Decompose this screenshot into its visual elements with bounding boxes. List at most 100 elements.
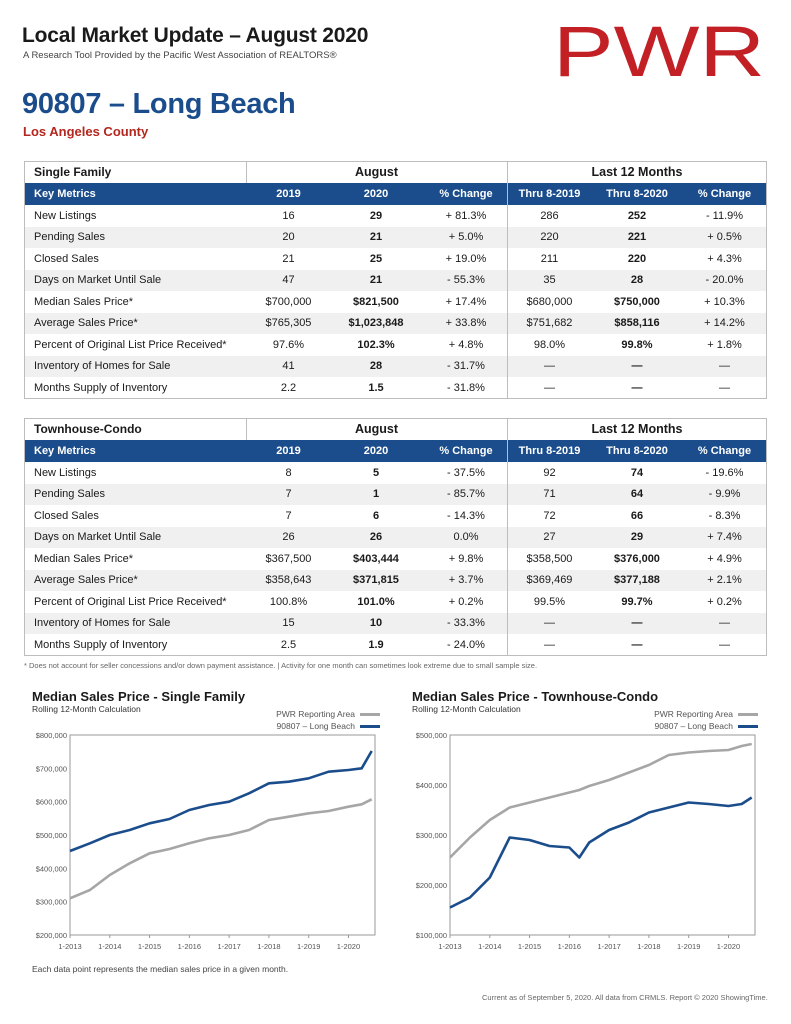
table-cell: - 55.3% — [447, 274, 485, 287]
table-cell: 16 — [282, 209, 295, 222]
table-cell: + 0.2% — [707, 595, 742, 608]
table-row: Months Supply of Inventory 2.2 1.5 - 31.8% —… — [24, 377, 767, 399]
group-last-12-months: Last 12 Months — [591, 422, 683, 436]
table-cell: 1.9 — [368, 638, 384, 651]
table-row: Average Sales Price* $358,643 $371,815 + 3.… — [24, 569, 767, 591]
table-cell: 28 — [369, 360, 383, 373]
column-header: Thru 8-2020 — [606, 188, 668, 200]
column-header: 2020 — [363, 188, 389, 200]
table-cell: Median Sales Price* — [34, 295, 134, 308]
table-divider — [246, 161, 247, 183]
table-cell: — — [631, 381, 643, 394]
legend-single-family: PWR Reporting Area 90807 – Long Beach — [230, 708, 380, 732]
table-cell: $1,023,848 — [348, 317, 404, 330]
table-cell: Percent of Original List Price Received* — [34, 338, 227, 351]
table-cell: — — [631, 360, 643, 373]
x-tick-label: 1-2017 — [597, 942, 620, 951]
x-tick-label: 1-2020 — [337, 942, 360, 951]
table-cell: Months Supply of Inventory — [34, 638, 168, 651]
table-cell: Inventory of Homes for Sale — [34, 360, 171, 373]
table-row: Median Sales Price* $700,000 $821,500 + 17.… — [24, 291, 767, 313]
table-cell: $376,000 — [614, 552, 660, 565]
table-row: Average Sales Price* $765,305 $1,023,848 + … — [24, 312, 767, 334]
table-cell: Median Sales Price* — [34, 552, 134, 565]
table-row: Percent of Original List Price Received*… — [24, 591, 767, 613]
table-cell: 100.8% — [269, 595, 308, 608]
table-cell: - 24.0% — [447, 638, 485, 651]
table-cell: 97.6% — [272, 338, 305, 351]
report-subtitle: A Research Tool Provided by the Pacific … — [23, 50, 337, 61]
each-point-note: Each data point represents the median sa… — [32, 964, 289, 974]
table-divider — [246, 418, 247, 440]
table-row: Days on Market Until Sale 47 21 - 55.3% 35 28… — [24, 269, 767, 291]
table-cell: — — [544, 381, 555, 394]
table-cell: - 31.8% — [447, 381, 485, 394]
table-cell: 102.3% — [357, 338, 395, 351]
column-header: 2019 — [276, 445, 301, 457]
table-cell: + 81.3% — [445, 209, 487, 222]
table-row: Closed Sales 7 6 - 14.3% 72 66 - 8.3% — [24, 505, 767, 527]
table-row: Months Supply of Inventory 2.5 1.9 - 24.0% —… — [24, 634, 767, 656]
y-tick-label: $600,000 — [36, 798, 67, 807]
table-cell: Days on Market Until Sale — [34, 274, 162, 287]
table-cell: — — [631, 638, 643, 651]
chart-title-townhouse-condo: Median Sales Price - Townhouse-Condo — [412, 689, 659, 704]
table-cell: 71 — [543, 488, 556, 501]
table-cell: 5 — [372, 466, 380, 479]
y-tick-label: $400,000 — [416, 781, 447, 790]
legend-swatch — [738, 724, 758, 728]
y-tick-label: $400,000 — [36, 864, 67, 873]
table-cell: 221 — [627, 231, 647, 244]
table-cell: 101.0% — [357, 595, 395, 608]
table-cell: + 14.2% — [704, 317, 745, 330]
table-cell: + 33.8% — [445, 317, 487, 330]
table-cell: 29 — [630, 531, 644, 544]
table-cell: 25 — [369, 252, 383, 265]
table-cell: — — [719, 638, 730, 651]
x-tick-label: 1-2015 — [138, 942, 161, 951]
chart-title-single-family: Median Sales Price - Single Family — [32, 689, 246, 704]
table-cell: $358,500 — [526, 552, 573, 565]
x-tick-label: 1-2018 — [637, 942, 660, 951]
series-line-long-beach — [449, 796, 753, 909]
table-cell: - 37.5% — [447, 466, 485, 479]
table-cell: + 9.8% — [448, 552, 484, 565]
table-cell: 29 — [369, 209, 383, 222]
table-cell: $377,188 — [614, 574, 660, 587]
table-cell: + 17.4% — [445, 295, 487, 308]
column-header: Thru 8-2019 — [518, 445, 581, 457]
table-cell: 211 — [540, 252, 559, 265]
table-cell: 252 — [627, 209, 647, 222]
y-tick-label: $500,000 — [416, 731, 447, 740]
table-header-row: Key Metrics 2019 2020 % Change Thru 8-2019 Th… — [24, 440, 767, 462]
table-cell: Pending Sales — [34, 488, 105, 501]
table-cell: + 4.9% — [707, 552, 742, 565]
table-cell: 8 — [285, 466, 292, 479]
x-tick-label: 1-2014 — [98, 942, 121, 951]
x-tick-label: 1-2015 — [518, 942, 541, 951]
table-cell: 10 — [369, 617, 383, 630]
table-cell: $858,116 — [614, 317, 660, 330]
column-header: % Change — [439, 188, 493, 200]
table-cell: 15 — [282, 617, 295, 630]
x-tick-label: 1-2016 — [178, 942, 201, 951]
y-tick-label: $300,000 — [416, 831, 447, 840]
table-cell: 41 — [282, 360, 295, 373]
table-cell: $371,815 — [353, 574, 399, 587]
x-tick-label: 1-2019 — [677, 942, 700, 951]
table-cell: 2.2 — [280, 381, 297, 394]
table-cell: 66 — [630, 509, 644, 522]
table-cell: + 3.7% — [448, 574, 484, 587]
column-header: % Change — [697, 188, 752, 200]
table-row: Days on Market Until Sale 26 26 0.0% 27 29 + 7… — [24, 526, 767, 548]
table-cell: 0.0% — [453, 531, 479, 544]
county-name: Los Angeles County — [23, 124, 149, 139]
table-divider — [507, 418, 508, 656]
y-tick-label: $800,000 — [36, 731, 67, 740]
table-cell: Average Sales Price* — [34, 317, 138, 330]
table-row: Inventory of Homes for Sale 41 28 - 31.7% — —… — [24, 355, 767, 377]
table-cell: 7 — [285, 509, 292, 522]
legend-swatch — [360, 712, 380, 716]
column-header: Key Metrics — [34, 445, 96, 457]
table-cell: — — [719, 381, 730, 394]
